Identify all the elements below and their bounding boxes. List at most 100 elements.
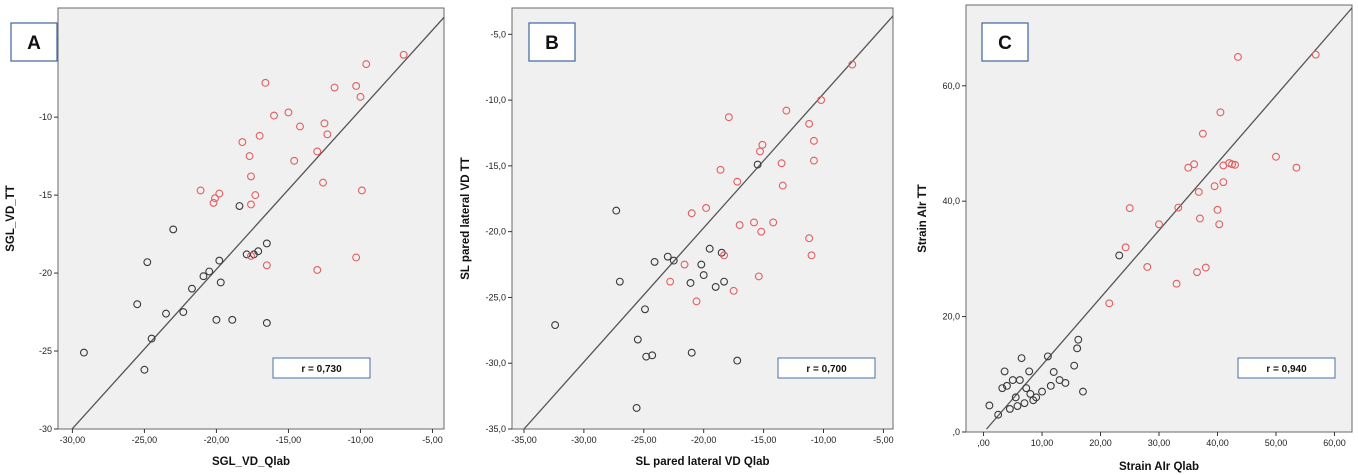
data-point-red [1219, 178, 1228, 187]
data-point-dark [1049, 368, 1058, 376]
panel-letter: B [545, 33, 559, 54]
y-tick-label: -25,0 [485, 292, 506, 302]
data-point-dark [648, 351, 657, 360]
data-point-red [1234, 52, 1242, 61]
x-tick-label: -10,00 [811, 435, 837, 445]
x-tick-label: 20,00 [1089, 438, 1112, 448]
data-point-red [1210, 182, 1219, 191]
x-tick-label: 10,00 [1031, 438, 1054, 448]
data-point-red [805, 119, 814, 128]
panel-letter-box [981, 22, 1029, 62]
y-tick-label: -15 [39, 190, 52, 200]
y-tick-label: -5,0 [490, 29, 506, 39]
data-point-red [270, 111, 278, 120]
data-point-red [323, 130, 332, 139]
panel-letter-box [528, 22, 576, 62]
data-point-red [247, 251, 255, 260]
x-tick-label: -20,00 [204, 435, 230, 445]
data-point-red [805, 234, 814, 243]
data-point-red [261, 78, 270, 87]
data-point-red [769, 218, 778, 227]
data-point-red [352, 253, 361, 262]
data-point-red [1193, 268, 1201, 277]
regression-line [523, 15, 893, 429]
data-point-red [238, 138, 247, 147]
data-point-red [319, 178, 327, 187]
data-point-red [733, 177, 742, 186]
data-point-dark [686, 279, 695, 287]
data-point-red [247, 172, 255, 181]
data-point-dark [632, 404, 641, 412]
data-point-red [1216, 108, 1225, 117]
data-point-dark [199, 272, 208, 281]
data-point-dark [1022, 384, 1031, 393]
data-point-dark [228, 315, 237, 324]
scatter-plot-b: -35,00 -30,00 -25,00 -20,00 -15,00 -10,00 -5,0… [460, 7, 894, 468]
data-point-red [807, 251, 816, 260]
data-point-dark [994, 410, 1003, 419]
data-point-dark [254, 247, 263, 256]
data-point-red [356, 92, 365, 101]
data-point-red [330, 83, 339, 92]
data-point-dark [753, 160, 762, 169]
regression-line [71, 16, 444, 429]
data-point-red [1105, 299, 1114, 308]
data-point-dark [650, 257, 659, 266]
data-point-red [247, 200, 255, 209]
data-point-dark [147, 334, 156, 343]
data-point-red [262, 261, 271, 270]
regression-line [985, 7, 1352, 430]
data-point-dark [1015, 376, 1024, 385]
y-axis-title: Strain AIr TT [917, 184, 929, 253]
data-point-dark [235, 202, 244, 210]
plot-area [57, 7, 445, 430]
data-point-red [255, 131, 264, 140]
data-point-dark [140, 365, 149, 374]
data-point-red [1190, 160, 1199, 169]
data-point-red [817, 96, 826, 105]
data-point-dark [1074, 335, 1083, 344]
data-point-dark [262, 319, 271, 327]
data-point-red [750, 218, 758, 227]
data-point-dark [985, 401, 994, 410]
data-point-red [313, 147, 322, 156]
y-tick-label: -10 [39, 112, 52, 122]
data-point-red [1213, 205, 1222, 214]
x-tick-label: -15,00 [751, 435, 777, 445]
data-point-dark [711, 282, 720, 291]
data-point-red [756, 147, 764, 156]
data-point-dark [212, 315, 221, 324]
data-point-dark [1061, 379, 1070, 387]
y-tick-label: -30,0 [485, 358, 506, 368]
data-point-red [1201, 263, 1210, 272]
correlation-label: r = 0,730 [301, 364, 342, 375]
correlation-label: r = 0,700 [806, 364, 847, 375]
data-point-red [1184, 163, 1193, 172]
data-point-red [1195, 214, 1204, 223]
data-point-dark [998, 384, 1007, 393]
data-point-red [754, 272, 763, 281]
panel-letter-box [10, 22, 58, 62]
panel-letter: C [998, 33, 1012, 54]
data-point-red [1198, 129, 1207, 138]
data-point-red [399, 50, 408, 59]
data-point-dark [615, 277, 624, 286]
y-tick-label: -20,0 [485, 227, 506, 237]
data-point-red [680, 260, 689, 269]
data-point-red [251, 191, 260, 200]
data-point-red [211, 194, 219, 203]
data-point-dark [1038, 387, 1046, 396]
correlation-label: r = 0,940 [1266, 364, 1307, 375]
data-point-dark [215, 256, 224, 265]
y-tick-label: -25 [39, 346, 52, 356]
correlation-box [272, 357, 371, 379]
scatter-panel-b: -35,00 -30,00 -25,00 -20,00 -15,00 -10,00 -5,0… [455, 0, 905, 475]
x-tick-label: -35,00 [511, 435, 537, 445]
scatter-plot-c: ,00 10,00 20,00 30,00 40,00 50,00 60,00 ,0 20,0 4… [917, 4, 1353, 473]
data-point-red [1125, 204, 1134, 213]
y-tick-label: 20,0 [942, 312, 960, 322]
x-tick-label: -15,00 [276, 435, 302, 445]
data-point-red [702, 204, 711, 212]
y-tick-label: -35,0 [485, 424, 506, 434]
x-tick-label: -5,00 [422, 435, 443, 445]
